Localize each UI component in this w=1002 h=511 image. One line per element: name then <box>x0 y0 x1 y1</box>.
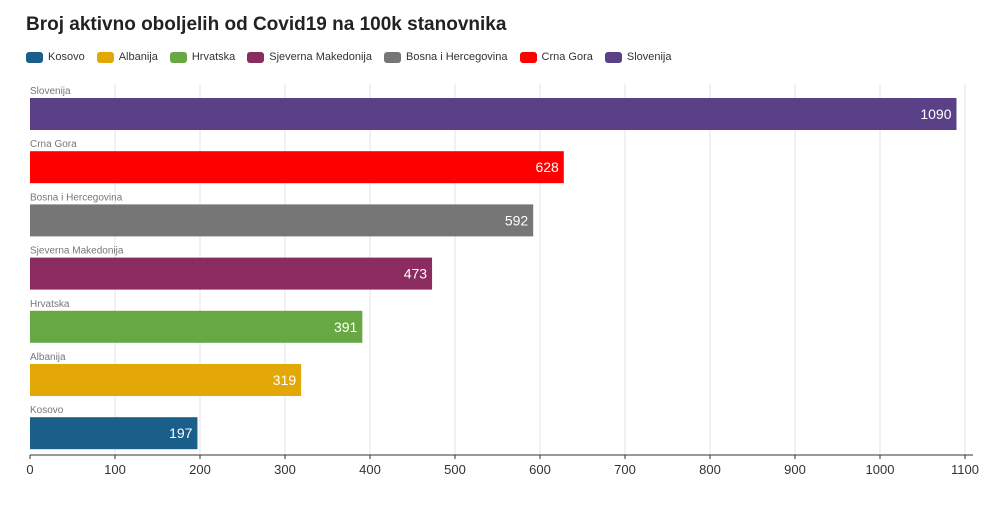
x-tick-label: 1100 <box>951 462 979 477</box>
value-label: 391 <box>334 319 358 335</box>
x-tick-label: 300 <box>274 462 296 477</box>
legend-label: Slovenija <box>626 51 672 63</box>
legend-item: Sjeverna Makedonija <box>247 51 372 63</box>
bar <box>30 257 433 290</box>
legend-label: Sjeverna Makedonija <box>269 51 372 63</box>
legend-label: Hrvatska <box>191 51 236 63</box>
x-tick-label: 600 <box>529 462 551 477</box>
x-tick-label: 400 <box>359 462 381 477</box>
legend-item: Slovenija <box>604 51 672 63</box>
legend-swatch <box>383 51 401 63</box>
legend-item: Crna Gora <box>519 51 593 63</box>
category-label: Slovenija <box>30 86 71 97</box>
x-tick-label: 200 <box>189 462 211 477</box>
chart-title: Broj aktivno oboljelih od Covid19 na 100… <box>26 14 507 35</box>
legend-swatch <box>169 51 187 63</box>
bar <box>30 204 534 237</box>
legend-swatch <box>519 51 537 63</box>
x-tick-label: 800 <box>699 462 721 477</box>
legend-swatch <box>26 51 43 63</box>
bar <box>30 310 363 343</box>
x-tick-label: 0 <box>26 462 33 477</box>
value-label: 197 <box>169 425 193 441</box>
category-label: Hrvatska <box>30 299 70 310</box>
legend-swatch <box>96 51 114 63</box>
bar <box>30 98 957 130</box>
value-label: 319 <box>273 372 297 388</box>
legend-item: Albanija <box>96 51 158 63</box>
legend-swatch <box>604 51 622 63</box>
x-tick-label: 100 <box>104 462 126 477</box>
category-label: Sjeverna Makedonija <box>30 246 124 257</box>
bar <box>30 417 198 450</box>
legend-label: Kosovo <box>48 51 85 63</box>
legend-label: Crna Gora <box>541 51 593 63</box>
category-label: Kosovo <box>30 405 64 416</box>
bar <box>30 364 302 396</box>
category-label: Crna Gora <box>30 139 77 150</box>
legend-item: Hrvatska <box>169 51 236 63</box>
x-tick-label: 900 <box>784 462 806 477</box>
category-label: Albanija <box>30 352 66 363</box>
value-label: 1090 <box>920 106 951 122</box>
x-tick-label: 1000 <box>866 462 895 477</box>
value-label: 473 <box>404 266 428 282</box>
legend-label: Bosna i Hercegovina <box>405 51 508 63</box>
value-label: 628 <box>535 159 559 175</box>
bar <box>30 151 564 184</box>
x-tick-label: 700 <box>614 462 636 477</box>
value-label: 592 <box>505 212 529 228</box>
legend-item: Kosovo <box>26 51 85 63</box>
legend: Kosovo Albanija Hrvatska Sjeverna Makedonij… <box>26 51 684 63</box>
legend-item: Bosna i Hercegovina <box>383 51 508 63</box>
category-label: Bosna i Hercegovina <box>30 192 123 203</box>
legend-label: Albanija <box>118 51 158 63</box>
x-tick-label: 500 <box>444 462 466 477</box>
legend-swatch <box>247 51 265 63</box>
